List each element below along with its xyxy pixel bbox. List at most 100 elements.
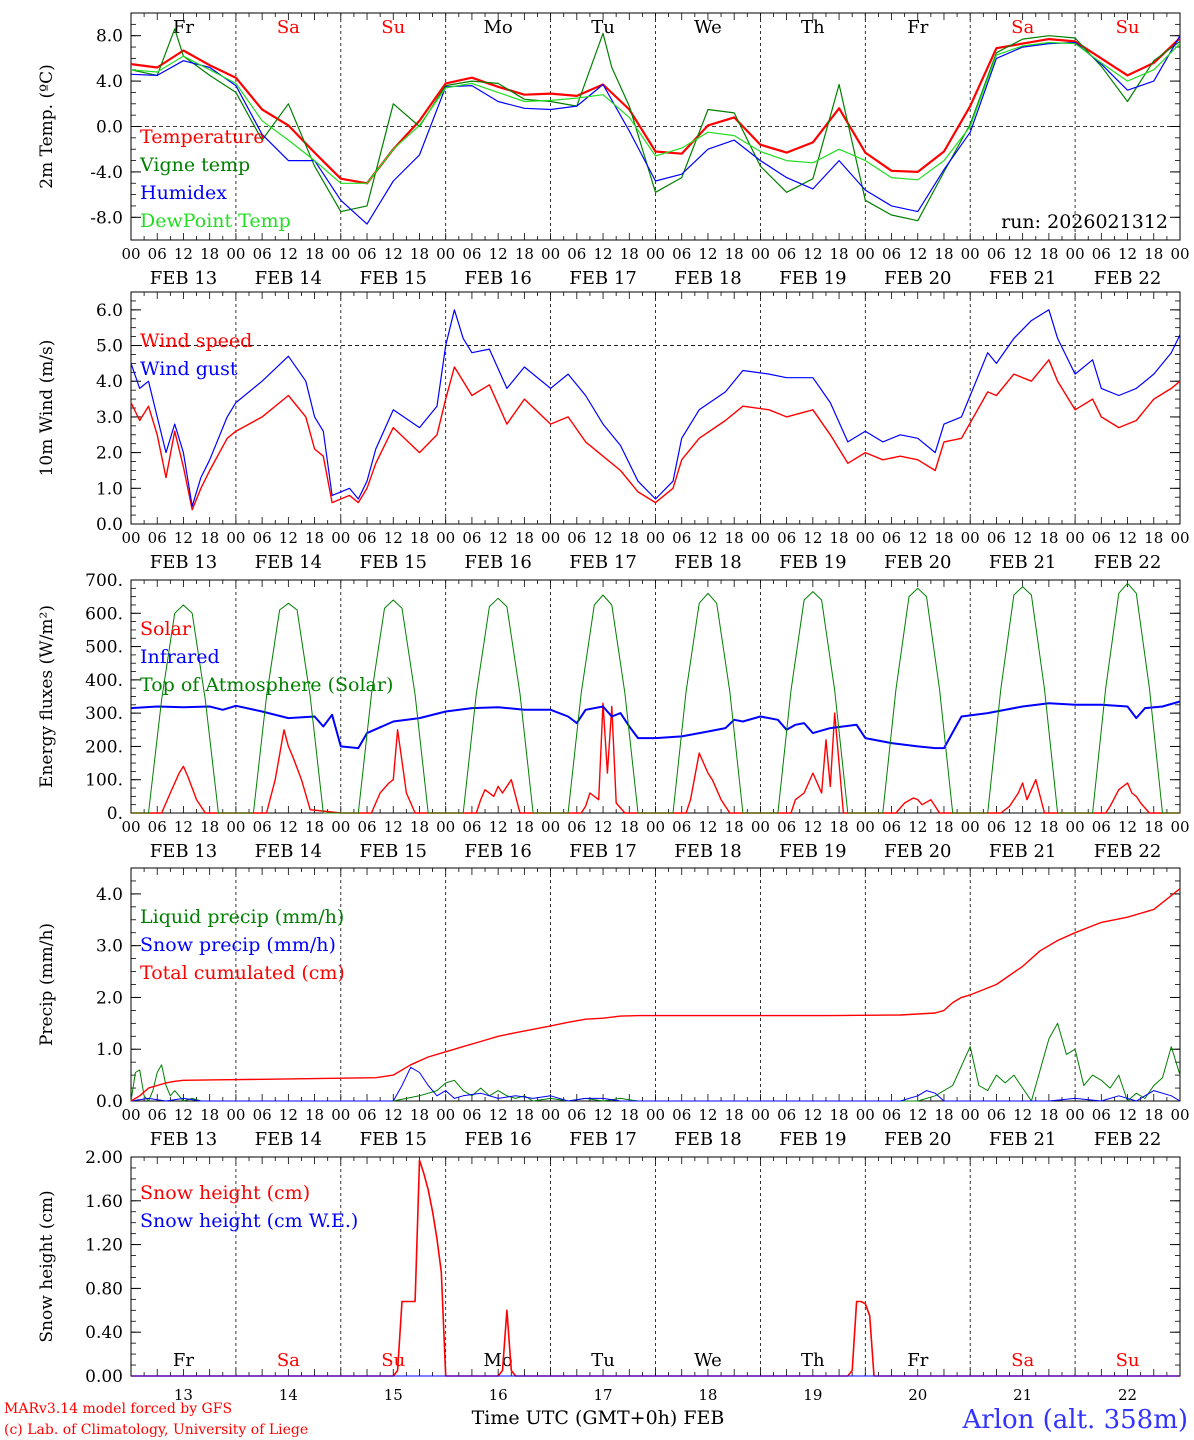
legend-entry: DewPoint Temp [140, 210, 291, 232]
x-hour-label: 18 [934, 818, 953, 836]
day-name: Fr [907, 17, 928, 38]
legend-entry: Wind speed [140, 330, 252, 352]
day-name: Su [1116, 17, 1140, 38]
x-hour-label: 00 [121, 818, 140, 836]
x-date-label: FEB 19 [779, 1129, 846, 1150]
legend-entry: Top of Atmosphere (Solar) [140, 674, 393, 696]
x-hour-label: 06 [777, 529, 796, 547]
x-date-label: FEB 19 [779, 841, 846, 862]
x-hour-label: 18 [1144, 529, 1163, 547]
x-date-label: FEB 17 [569, 841, 636, 862]
x-hour-label: 12 [279, 245, 298, 263]
x-hour-label: 00 [751, 529, 770, 547]
x-hour-label: 12 [279, 1106, 298, 1124]
x-hour-label: 06 [567, 245, 586, 263]
x-hour-label: 18 [620, 1106, 639, 1124]
x-hour-label: 06 [672, 245, 691, 263]
x-hour-label: 18 [1144, 1106, 1163, 1124]
x-hour-label: 18 [1039, 245, 1058, 263]
x-hour-label: 00 [121, 1106, 140, 1124]
station-name: Arlon (alt. 358m) [961, 1405, 1188, 1435]
panels: -8.0 -4.0 0.0 4.0 8.0 2m Temp. (ºC) 00 06 12 18 00… [37, 12, 1190, 1404]
x-hour-label: 12 [489, 818, 508, 836]
x-hour-label: 12 [698, 1106, 717, 1124]
x-hour-label: 06 [148, 245, 167, 263]
x-date-label: FEB 21 [989, 841, 1056, 862]
x-day-number: 15 [384, 1386, 403, 1404]
x-hour-label: 00 [1066, 1106, 1085, 1124]
x-hour-label: 00 [331, 1106, 350, 1124]
x-hour-label: 12 [908, 1106, 927, 1124]
x-date-label: FEB 22 [1094, 552, 1161, 573]
x-hour-label: 12 [489, 245, 508, 263]
legend-entry: Snow height (cm W.E.) [140, 1210, 358, 1232]
y-tick-label: 6.0 [96, 301, 123, 321]
x-hour-label: 12 [279, 529, 298, 547]
x-hour-label: 18 [620, 818, 639, 836]
panel-3: 0. 100. 200. 300. 400. 500. 600. 700. Energy flu… [37, 571, 1190, 862]
x-hour-label: 12 [384, 245, 403, 263]
x-hour-label: 12 [489, 529, 508, 547]
x-hour-label: 18 [1039, 529, 1058, 547]
x-hour-label: 06 [672, 818, 691, 836]
x-date-label: FEB 21 [989, 552, 1056, 573]
series-line-vigne-temp [130, 28, 1181, 222]
x-hour-label: 12 [384, 818, 403, 836]
x-date-label: FEB 14 [255, 841, 322, 862]
x-hour-label: 00 [331, 245, 350, 263]
x-hour-label: 12 [803, 1106, 822, 1124]
x-hour-label: 12 [908, 245, 927, 263]
x-hour-label: 06 [672, 1106, 691, 1124]
x-hour-label: 18 [200, 245, 219, 263]
x-hour-label: 06 [253, 1106, 272, 1124]
x-hour-label: 00 [436, 818, 455, 836]
x-hour-label: 06 [987, 529, 1006, 547]
x-hour-label: 12 [908, 818, 927, 836]
x-hour-label: 12 [384, 529, 403, 547]
x-hour-label: 00 [541, 818, 560, 836]
y-tick-label: 200. [85, 737, 123, 757]
x-hour-label: 00 [751, 245, 770, 263]
x-hour-label: 12 [174, 1106, 193, 1124]
x-hour-label: 12 [1013, 818, 1032, 836]
y-tick-label: 1.0 [96, 1040, 123, 1060]
day-name: Th [801, 17, 825, 38]
x-day-number: 21 [1013, 1386, 1032, 1404]
x-date-label: FEB 15 [360, 268, 427, 289]
x-hour-label: 06 [253, 529, 272, 547]
x-day-number: 17 [594, 1386, 613, 1404]
y-tick-label: 0.80 [85, 1279, 123, 1299]
y-tick-label: 400. [85, 671, 123, 691]
y-tick-label: 4.0 [96, 885, 123, 905]
y-tick-label: 3.0 [96, 937, 123, 957]
x-date-label: FEB 13 [150, 1129, 217, 1150]
y-tick-label: 1.60 [85, 1192, 123, 1212]
x-hour-label: 06 [987, 1106, 1006, 1124]
x-hour-label: 06 [148, 529, 167, 547]
y-tick-label: 5.0 [96, 337, 123, 357]
x-date-label: FEB 14 [255, 1129, 322, 1150]
x-hour-label: 18 [725, 818, 744, 836]
x-date-label: FEB 13 [150, 268, 217, 289]
x-date-label: FEB 14 [255, 268, 322, 289]
x-date-label: FEB 14 [255, 552, 322, 573]
x-hour-label: 00 [121, 529, 140, 547]
y-tick-label: 700. [85, 571, 123, 591]
x-date-label: FEB 16 [464, 841, 531, 862]
x-day-number: 16 [489, 1386, 508, 1404]
x-hour-label: 12 [1118, 1106, 1137, 1124]
day-name: Su [381, 17, 405, 38]
y-tick-label: 300. [85, 704, 123, 724]
x-hour-label: 06 [357, 245, 376, 263]
x-hour-label: 06 [882, 529, 901, 547]
y-tick-label: 600. [85, 604, 123, 624]
x-hour-label: 00 [751, 1106, 770, 1124]
model-credit: MARv3.14 model forced by GFS [4, 1401, 232, 1417]
x-hour-label: 00 [331, 529, 350, 547]
y-axis-title: Energy fluxes (W/m²) [37, 605, 57, 788]
x-hour-label: 06 [882, 818, 901, 836]
x-date-label: FEB 20 [884, 268, 951, 289]
x-hour-label: 18 [620, 245, 639, 263]
x-hour-label: 18 [515, 529, 534, 547]
day-name: Sa [277, 1350, 300, 1371]
